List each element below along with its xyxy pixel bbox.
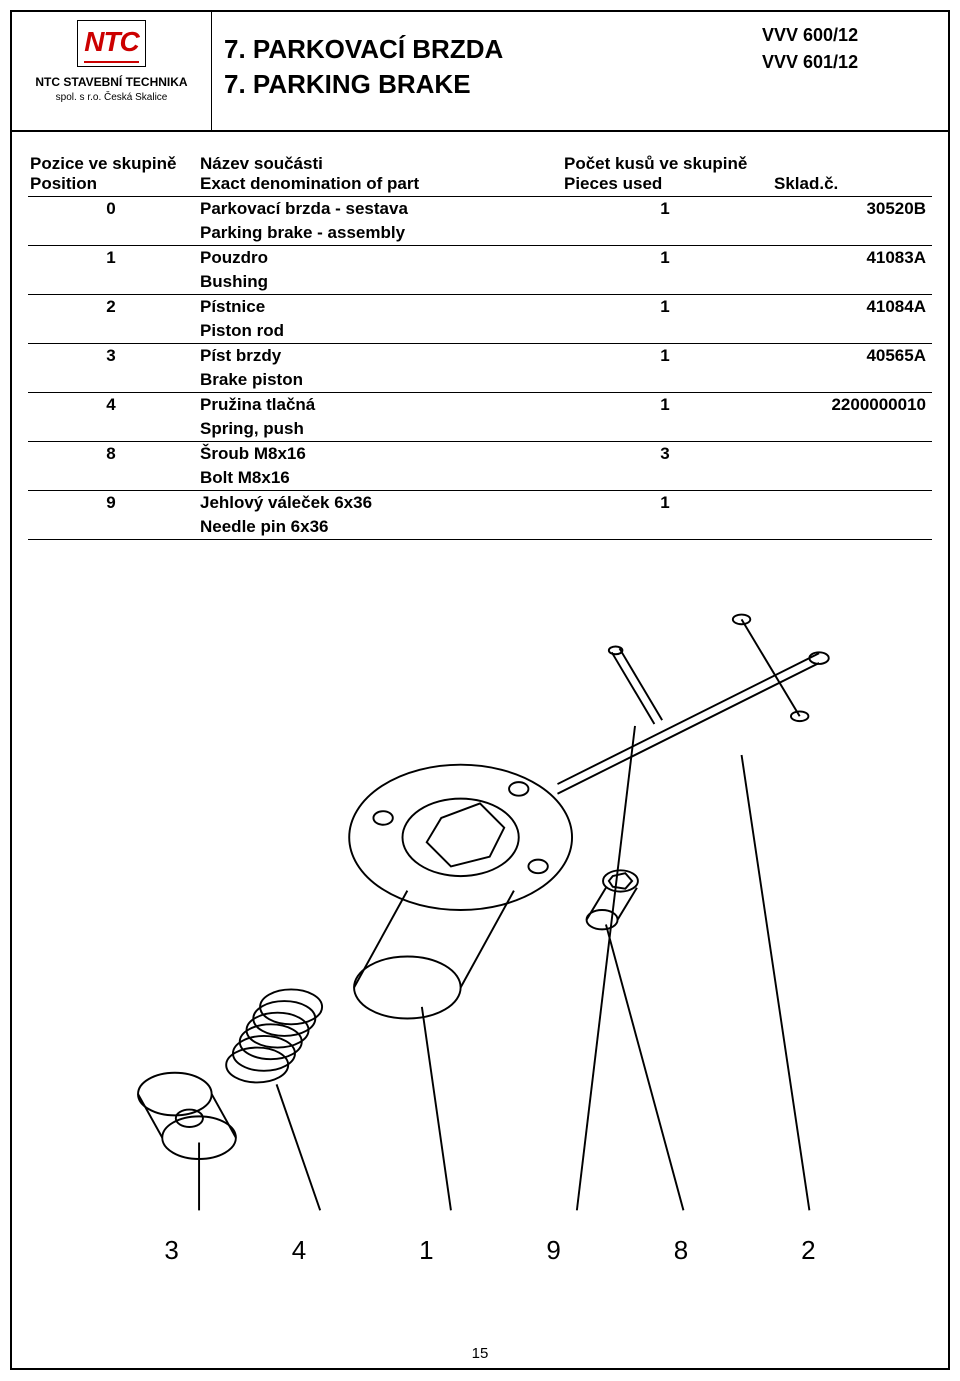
table-row: 3Píst brzdy140565A xyxy=(28,344,932,369)
callout-1: 1 xyxy=(419,1235,433,1266)
cell-name-en: Piston rod xyxy=(198,319,562,343)
cell-name-cz: Pouzdro xyxy=(198,246,562,271)
table-row: 4Pružina tlačná12200000010 xyxy=(28,393,932,418)
cell-sku xyxy=(772,442,932,467)
table-row: 2Pístnice141084A xyxy=(28,295,932,320)
logo-box: NTC xyxy=(77,20,146,67)
cell-pcs: 1 xyxy=(562,246,772,271)
head-name-en: Exact denomination of part xyxy=(200,174,556,194)
table-row-en: Piston rod xyxy=(28,319,932,343)
cell-name-cz: Šroub M8x16 xyxy=(198,442,562,467)
table-row: 9Jehlový váleček 6x361 xyxy=(28,491,932,516)
head-pcs-en: Pieces used xyxy=(564,174,766,194)
table-row-en: Bolt M8x16 xyxy=(28,466,932,490)
title-cell: 7. PARKOVACÍ BRZDA 7. PARKING BRAKE xyxy=(212,12,748,130)
page-frame: NTC NTC STAVEBNÍ TECHNIKA spol. s r.o. Č… xyxy=(10,10,950,1370)
callout-4: 4 xyxy=(292,1235,306,1266)
cell-pcs: 1 xyxy=(562,491,772,516)
cell-name-en: Needle pin 6x36 xyxy=(198,515,562,539)
head-pos-en: Position xyxy=(30,174,192,194)
cell-name-en: Bolt M8x16 xyxy=(198,466,562,490)
cell-name-cz: Jehlový váleček 6x36 xyxy=(198,491,562,516)
table-row-en: Bushing xyxy=(28,270,932,294)
cell-sku: 41083A xyxy=(772,246,932,271)
cell-pos: 2 xyxy=(28,295,198,320)
cell-name-cz: Pružina tlačná xyxy=(198,393,562,418)
cell-pos: 3 xyxy=(28,344,198,369)
cell-name-cz: Pístnice xyxy=(198,295,562,320)
cell-name-cz: Píst brzdy xyxy=(198,344,562,369)
head-pcs-cz: Počet kusů ve skupině xyxy=(564,154,766,174)
cell-pos: 4 xyxy=(28,393,198,418)
callout-8: 8 xyxy=(674,1235,688,1266)
callout-row: 3 4 1 9 8 2 xyxy=(28,1235,932,1266)
header: NTC NTC STAVEBNÍ TECHNIKA spol. s r.o. Č… xyxy=(12,12,948,132)
table-row-en: Parking brake - assembly xyxy=(28,221,932,245)
callout-3: 3 xyxy=(164,1235,178,1266)
table-row-en: Brake piston xyxy=(28,368,932,392)
cell-name-en: Spring, push xyxy=(198,417,562,441)
logo-brand: NTC xyxy=(84,24,139,63)
parts-table: Pozice ve skupině Position Název součást… xyxy=(28,152,932,540)
cell-sku: 30520B xyxy=(772,197,932,222)
table-row: 8Šroub M8x163 xyxy=(28,442,932,467)
cell-sku: 41084A xyxy=(772,295,932,320)
cell-pcs: 1 xyxy=(562,295,772,320)
table-row: 0Parkovací brzda - sestava130520B xyxy=(28,197,932,222)
table-row-en: Spring, push xyxy=(28,417,932,441)
logo-line3: spol. s r.o. Česká Skalice xyxy=(20,91,203,104)
table-head-row: Pozice ve skupině Position Název součást… xyxy=(28,152,932,196)
table-row-en: Needle pin 6x36 xyxy=(28,515,932,539)
diagram-svg xyxy=(50,600,910,1220)
model-2: VVV 601/12 xyxy=(762,49,934,76)
cell-pos: 0 xyxy=(28,197,198,222)
table-row: 1Pouzdro141083A xyxy=(28,246,932,271)
cell-pcs: 1 xyxy=(562,344,772,369)
callout-2: 2 xyxy=(801,1235,815,1266)
cell-name-cz: Parkovací brzda - sestava xyxy=(198,197,562,222)
cell-sku: 2200000010 xyxy=(772,393,932,418)
model-cell: VVV 600/12 VVV 601/12 xyxy=(748,12,948,130)
cell-pos: 9 xyxy=(28,491,198,516)
title-en: 7. PARKING BRAKE xyxy=(224,67,736,102)
cell-pcs: 1 xyxy=(562,393,772,418)
cell-sku xyxy=(772,491,932,516)
cell-pcs: 3 xyxy=(562,442,772,467)
cell-pos: 8 xyxy=(28,442,198,467)
exploded-diagram: 3 4 1 9 8 2 xyxy=(28,600,932,1266)
head-sku: Sklad.č. xyxy=(774,174,926,194)
head-name-cz: Název součásti xyxy=(200,154,556,174)
cell-pos: 1 xyxy=(28,246,198,271)
page-number: 15 xyxy=(12,1345,948,1362)
logo-line2: NTC STAVEBNÍ TECHNIKA xyxy=(20,75,203,91)
cell-name-en: Parking brake - assembly xyxy=(198,221,562,245)
callout-9: 9 xyxy=(546,1235,560,1266)
logo-cell: NTC NTC STAVEBNÍ TECHNIKA spol. s r.o. Č… xyxy=(12,12,212,130)
model-1: VVV 600/12 xyxy=(762,22,934,49)
cell-name-en: Bushing xyxy=(198,270,562,294)
cell-pcs: 1 xyxy=(562,197,772,222)
head-pos-cz: Pozice ve skupině xyxy=(30,154,192,174)
title-cz: 7. PARKOVACÍ BRZDA xyxy=(224,32,736,67)
cell-sku: 40565A xyxy=(772,344,932,369)
cell-name-en: Brake piston xyxy=(198,368,562,392)
body: Pozice ve skupině Position Název součást… xyxy=(12,132,948,1266)
